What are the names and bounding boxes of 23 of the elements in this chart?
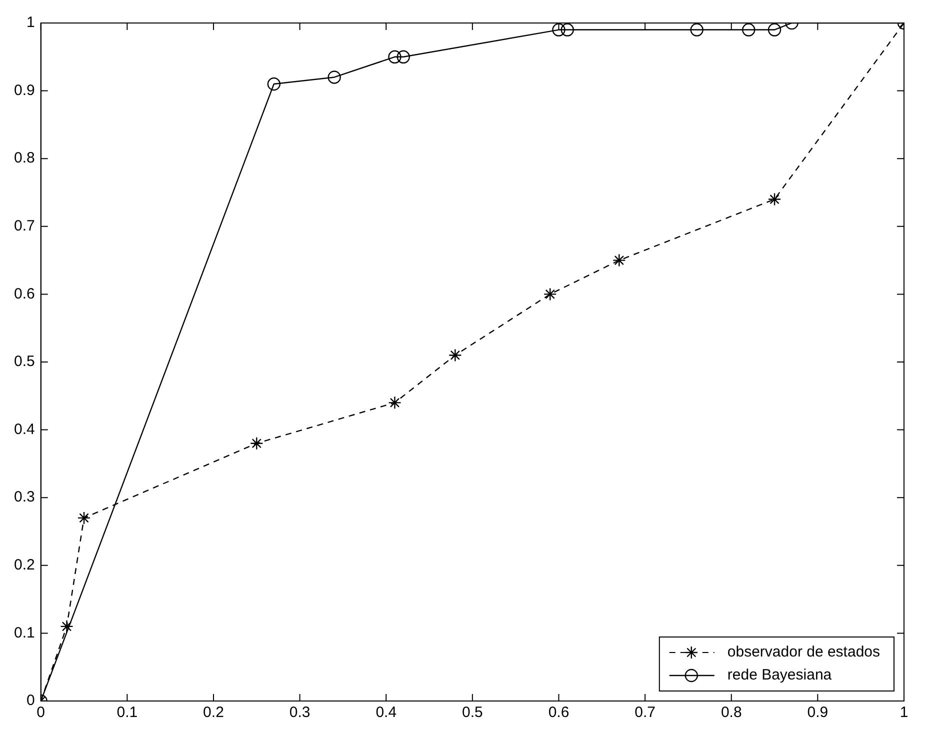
- legend-label: observador de estados: [727, 644, 880, 661]
- y-tick-label: 0.2: [14, 556, 35, 574]
- y-tick-label: 1: [26, 14, 35, 32]
- y-tick-label: 0.8: [14, 150, 35, 167]
- x-tick-label: 0.6: [548, 704, 570, 722]
- x-tick-label: 0.1: [116, 704, 138, 722]
- x-tick-label: 0.4: [376, 704, 397, 722]
- y-tick-label: 0.7: [14, 218, 35, 235]
- x-tick-label: 1: [900, 704, 908, 722]
- y-tick-label: 0.4: [14, 420, 35, 438]
- y-tick-label: 0.6: [14, 285, 35, 302]
- x-tick-label: 0.8: [720, 704, 742, 722]
- y-tick-label: 0.9: [14, 82, 35, 99]
- x-tick-label: 0.3: [289, 704, 310, 722]
- x-tick-label: 0.7: [634, 704, 656, 722]
- x-tick-label: 0.2: [203, 704, 224, 722]
- y-tick-label: 0.5: [14, 353, 35, 370]
- x-tick-label: 0.9: [807, 704, 828, 722]
- y-tick-label: 0.3: [14, 488, 35, 506]
- y-tick-label: 0: [26, 692, 35, 710]
- legend-label: rede Bayesiana: [727, 666, 832, 684]
- y-tick-label: 0.1: [14, 624, 35, 642]
- x-tick-label: 0.5: [462, 704, 483, 722]
